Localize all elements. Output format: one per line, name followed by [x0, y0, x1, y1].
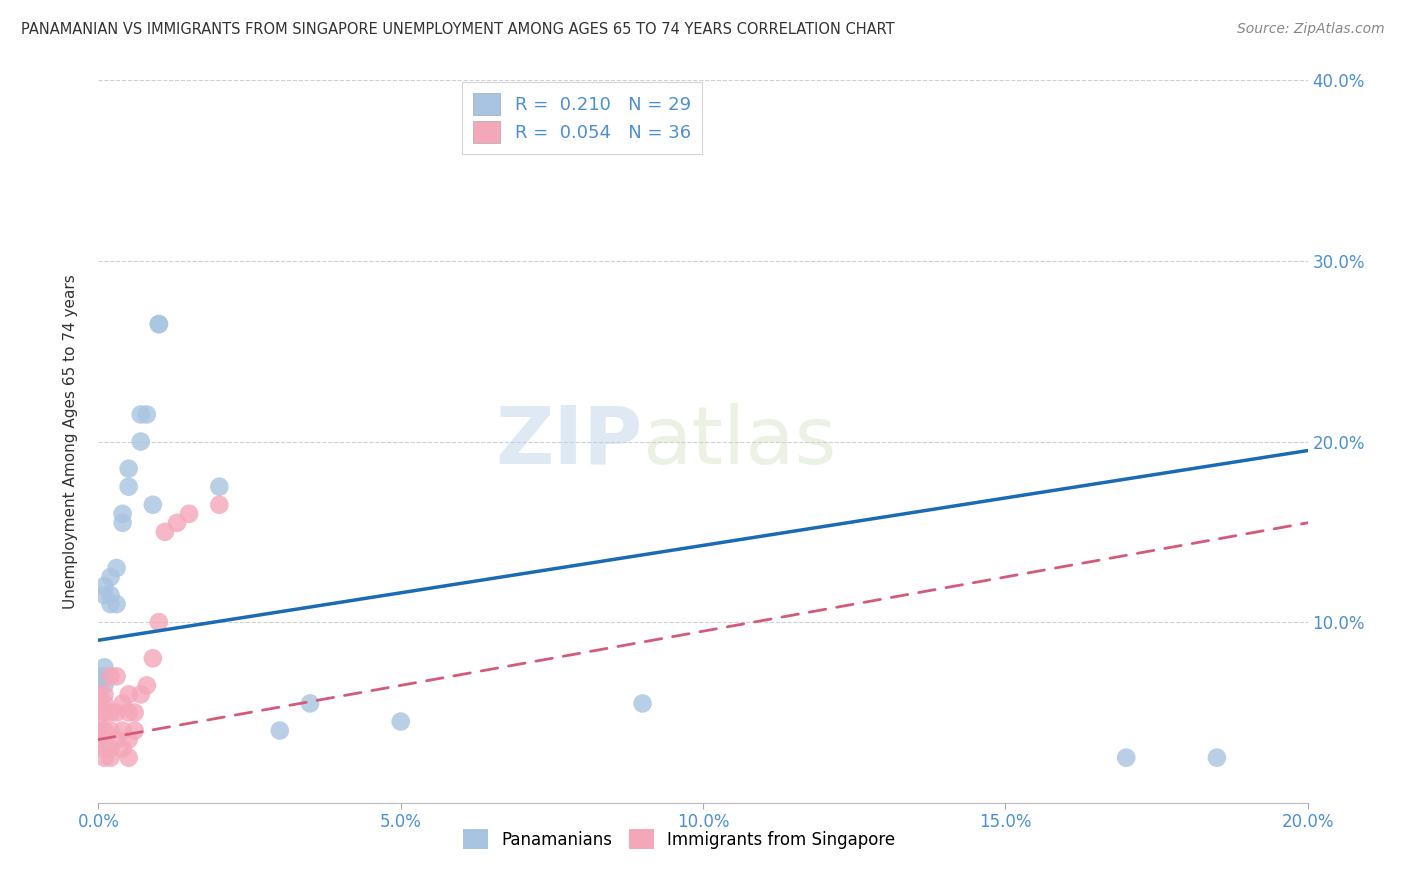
Point	[87, 714, 110, 729]
Point	[93, 687, 115, 701]
Point	[105, 669, 128, 683]
Text: Source: ZipAtlas.com: Source: ZipAtlas.com	[1237, 22, 1385, 37]
Point	[93, 660, 115, 674]
Point	[100, 669, 122, 683]
Point	[269, 723, 291, 738]
Text: atlas: atlas	[643, 402, 837, 481]
Point	[179, 507, 201, 521]
Point	[87, 669, 110, 683]
Point	[93, 678, 115, 692]
Point	[111, 697, 134, 711]
Point	[389, 714, 412, 729]
Point	[93, 723, 115, 738]
Point	[87, 723, 110, 738]
Point	[129, 687, 152, 701]
Point	[129, 408, 152, 422]
Point	[105, 732, 128, 747]
Point	[118, 732, 141, 747]
Point	[100, 597, 122, 611]
Point	[87, 687, 110, 701]
Point	[100, 570, 122, 584]
Point	[100, 588, 122, 602]
Point	[124, 723, 146, 738]
Point	[166, 516, 188, 530]
Point	[118, 750, 141, 764]
Point	[93, 750, 115, 764]
Point	[135, 678, 157, 692]
Point	[100, 741, 122, 756]
Point	[118, 706, 141, 720]
Point	[93, 579, 115, 593]
Point	[93, 697, 115, 711]
Text: ZIP: ZIP	[495, 402, 643, 481]
Y-axis label: Unemployment Among Ages 65 to 74 years: Unemployment Among Ages 65 to 74 years	[63, 274, 77, 609]
Point	[87, 732, 110, 747]
Point	[100, 706, 122, 720]
Point	[93, 588, 115, 602]
Point	[299, 697, 322, 711]
Point	[148, 317, 170, 331]
Point	[124, 706, 146, 720]
Point	[1206, 750, 1229, 764]
Point	[208, 498, 231, 512]
Point	[118, 461, 141, 475]
Point	[148, 615, 170, 630]
Point	[148, 317, 170, 331]
Point	[100, 723, 122, 738]
Point	[111, 516, 134, 530]
Point	[118, 687, 141, 701]
Point	[135, 408, 157, 422]
Point	[105, 706, 128, 720]
Point	[129, 434, 152, 449]
Point	[208, 480, 231, 494]
Point	[118, 480, 141, 494]
Point	[111, 723, 134, 738]
Point	[105, 597, 128, 611]
Point	[111, 741, 134, 756]
Point	[631, 697, 654, 711]
Text: PANAMANIAN VS IMMIGRANTS FROM SINGAPORE UNEMPLOYMENT AMONG AGES 65 TO 74 YEARS C: PANAMANIAN VS IMMIGRANTS FROM SINGAPORE …	[21, 22, 894, 37]
Point	[93, 741, 115, 756]
Point	[105, 561, 128, 575]
Point	[142, 651, 165, 665]
Point	[1115, 750, 1137, 764]
Legend: Panamanians, Immigrants from Singapore: Panamanians, Immigrants from Singapore	[456, 822, 901, 856]
Point	[111, 507, 134, 521]
Point	[87, 678, 110, 692]
Point	[142, 498, 165, 512]
Point	[100, 750, 122, 764]
Point	[87, 697, 110, 711]
Point	[93, 669, 115, 683]
Point	[153, 524, 176, 539]
Point	[93, 706, 115, 720]
